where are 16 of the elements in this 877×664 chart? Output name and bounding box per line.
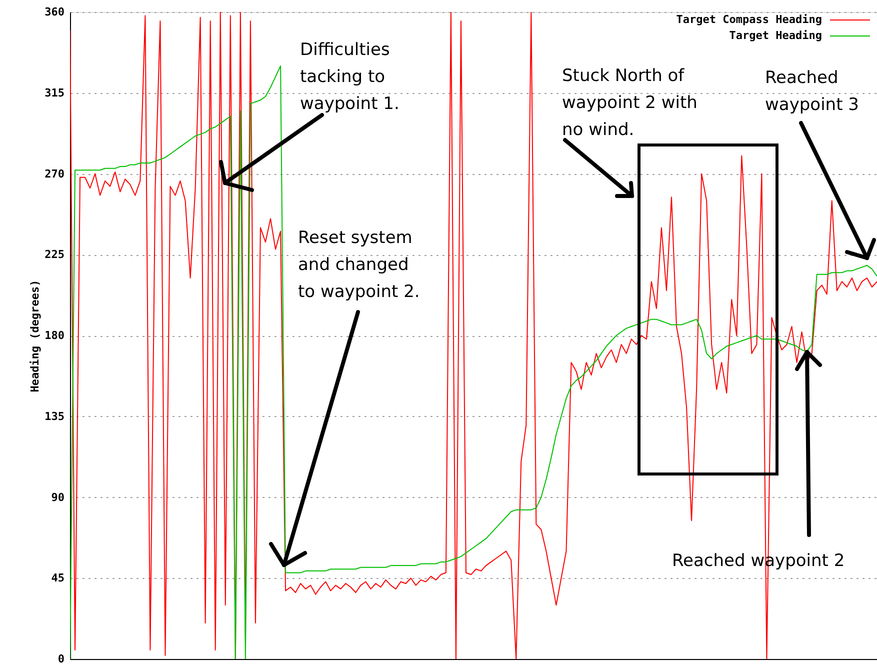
y-tick-label: 0: [58, 652, 64, 664]
y-tick-label: 360: [44, 6, 64, 18]
y-tick-label: 225: [44, 248, 64, 262]
y-tick-label: 90: [51, 490, 64, 504]
y-tick-label: 45: [51, 572, 64, 585]
annotation: Difficulties tacking to waypoint 1.: [300, 40, 400, 114]
legend-label: Target Compass Heading: [676, 13, 822, 26]
annotation: Reset system and changed to waypoint 2.: [298, 228, 420, 302]
y-tick-label: 135: [44, 410, 64, 423]
legend-label: Target Heading: [729, 29, 822, 42]
y-tick-label: 180: [44, 329, 64, 342]
annotation: Reached waypoint 3: [765, 68, 859, 115]
y-axis-title: Heading (degrees): [28, 280, 42, 392]
y-tick-label: 315: [44, 86, 64, 100]
annotation: Stuck North of waypoint 2 with no wind.: [562, 66, 698, 140]
y-tick-label: 270: [44, 167, 64, 180]
